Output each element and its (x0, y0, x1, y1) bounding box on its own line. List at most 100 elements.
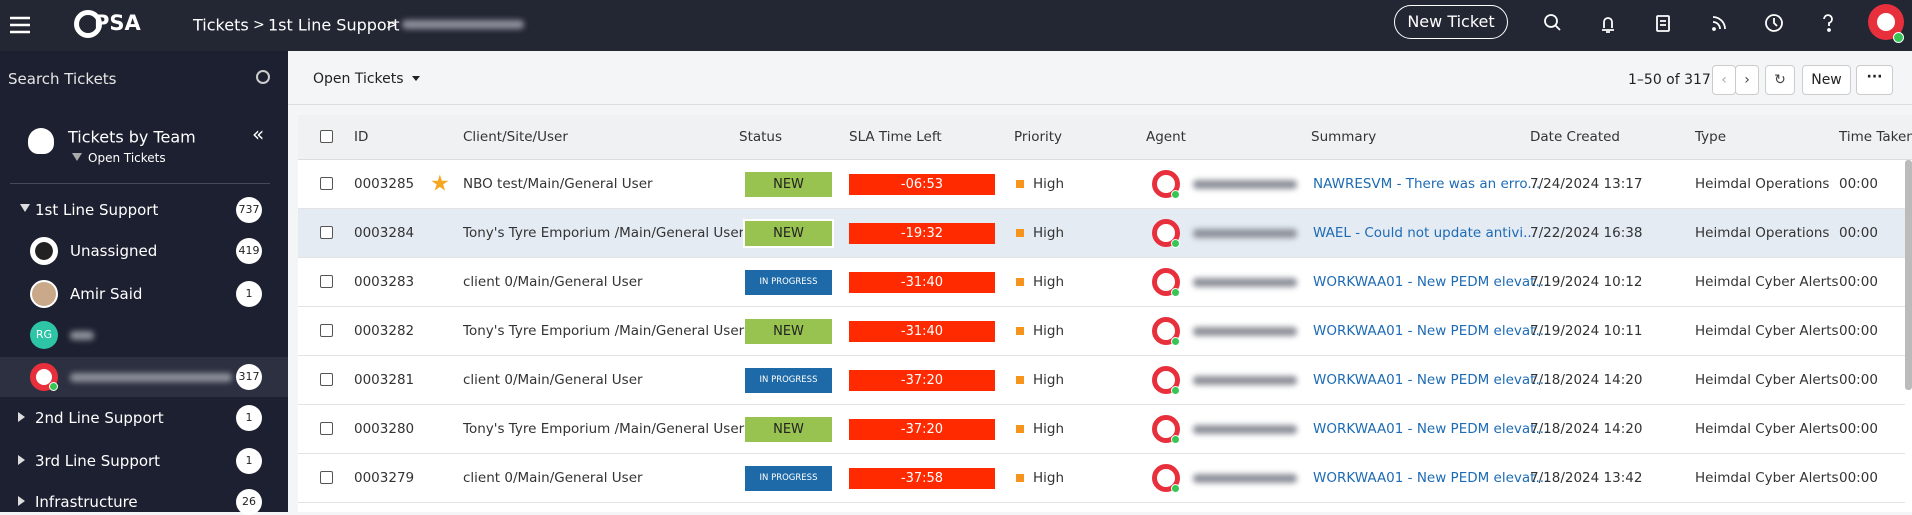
member-name[interactable]: Unassigned (70, 242, 158, 260)
refresh-button[interactable]: ↻ (1765, 65, 1795, 95)
date: 7/22/2024 16:38 (1530, 225, 1643, 241)
expand-arrow[interactable] (18, 455, 25, 465)
menu-icon[interactable] (8, 13, 32, 37)
search-label[interactable]: Search Tickets (8, 70, 117, 88)
client[interactable]: client 0/Main/General User (463, 274, 643, 290)
client[interactable]: client 0/Main/General User (463, 470, 643, 486)
time-taken: 00:00 (1839, 421, 1878, 437)
priority-dot (1016, 180, 1024, 188)
collapse-icon[interactable]: « (252, 122, 265, 146)
agent-avatar (1152, 268, 1180, 296)
client[interactable]: client 0/Main/General User (463, 372, 643, 388)
redacted (1193, 180, 1297, 189)
count-badge: 1 (236, 448, 262, 474)
summary[interactable]: WORKWAA01 - New PEDM elevat... (1313, 372, 1549, 388)
team-name[interactable]: 3rd Line Support (35, 452, 161, 470)
time-taken: 00:00 (1839, 470, 1878, 486)
ticket-id[interactable]: 0003280 (354, 421, 415, 437)
column-header[interactable]: Priority (1014, 129, 1063, 145)
status-badge: IN PROGRESS (745, 466, 832, 491)
row[interactable] (298, 405, 1905, 454)
expand-arrow[interactable] (18, 412, 25, 422)
row[interactable] (298, 307, 1905, 356)
sidebar-filter: Open Tickets (88, 151, 166, 165)
priority-dot (1016, 327, 1024, 335)
row[interactable] (298, 160, 1905, 209)
team-name[interactable]: 2nd Line Support (35, 409, 164, 427)
client[interactable]: Tony's Tyre Emporium /Main/General User (463, 225, 745, 241)
client[interactable]: Tony's Tyre Emporium /Main/General User (463, 421, 745, 437)
column-header[interactable]: Status (739, 129, 783, 145)
column-header[interactable]: Date Created (1530, 129, 1620, 145)
new-ticket-button[interactable]: New Ticket (1394, 5, 1508, 39)
table-header (298, 115, 1912, 160)
sla-badge: -37:58 (849, 468, 995, 489)
summary[interactable]: WORKWAA01 - New PEDM elevat... (1313, 470, 1549, 486)
ticket-id[interactable]: 0003281 (354, 372, 415, 388)
prev-button[interactable]: ‹ (1712, 65, 1736, 95)
column-header[interactable]: Time Taken (1839, 129, 1912, 145)
select-all[interactable] (320, 130, 333, 143)
next-button[interactable]: › (1735, 65, 1759, 95)
star[interactable]: ★ (430, 171, 450, 197)
priority: High (1033, 372, 1065, 388)
ticket-id[interactable]: 0003284 (354, 225, 415, 241)
column-header[interactable]: ID (354, 129, 369, 145)
more-button[interactable]: ··· (1856, 65, 1893, 95)
priority-dot (1016, 278, 1024, 286)
view-select[interactable]: Open Tickets (313, 71, 404, 87)
client[interactable]: Tony's Tyre Emporium /Main/General User (463, 323, 745, 339)
online-dot (49, 382, 58, 391)
member-name[interactable]: Amir Said (70, 285, 143, 303)
summary[interactable]: WORKWAA01 - New PEDM elevat... (1313, 323, 1549, 339)
row[interactable] (298, 258, 1905, 307)
user-avatar[interactable] (1868, 4, 1904, 40)
team-name[interactable]: 1st Line Support (35, 201, 159, 219)
summary[interactable]: NAWRESVM - There was an erro... (1313, 176, 1541, 192)
priority-dot (1016, 474, 1024, 482)
new-button[interactable]: New (1802, 65, 1851, 95)
type: Heimdal Cyber Alerts (1695, 372, 1839, 388)
row[interactable] (298, 356, 1905, 405)
sla-badge: -31:40 (849, 272, 995, 293)
column-header[interactable]: Type (1695, 129, 1727, 145)
sla-badge: -37:20 (849, 370, 995, 391)
row-checkbox[interactable] (320, 275, 333, 288)
row-checkbox[interactable] (320, 226, 333, 239)
breadcrumb[interactable]: Tickets (193, 15, 249, 35)
sla-badge: -19:32 (849, 223, 995, 244)
column-header[interactable]: Agent (1146, 129, 1186, 145)
client[interactable]: NBO test/Main/General User (463, 176, 653, 192)
column-header[interactable]: Client/Site/User (463, 129, 568, 145)
ticket-id[interactable]: 0003285 (354, 176, 415, 192)
row-checkbox[interactable] (320, 324, 333, 337)
redacted (70, 373, 232, 382)
summary[interactable]: WORKWAA01 - New PEDM elevat... (1313, 274, 1549, 290)
column-header[interactable]: SLA Time Left (849, 129, 942, 145)
team-name[interactable]: Infrastructure (35, 493, 138, 511)
ticket-id[interactable]: 0003282 (354, 323, 415, 339)
redacted (70, 331, 94, 340)
ticket-id[interactable]: 0003279 (354, 470, 415, 486)
priority: High (1033, 323, 1065, 339)
row-checkbox[interactable] (320, 471, 333, 484)
dropdown-arrow[interactable] (412, 76, 420, 81)
expand-arrow[interactable] (18, 496, 25, 506)
expand-arrow[interactable] (20, 204, 30, 212)
column-header[interactable]: Summary (1311, 129, 1377, 145)
scrollbar[interactable] (1905, 160, 1912, 390)
search-icon[interactable] (256, 70, 270, 84)
row[interactable] (298, 454, 1905, 503)
row-checkbox[interactable] (320, 177, 333, 190)
breadcrumb[interactable]: 1st Line Support (268, 15, 400, 35)
row-checkbox[interactable] (320, 422, 333, 435)
logo: PSA (94, 11, 141, 35)
type: Heimdal Cyber Alerts (1695, 421, 1839, 437)
sla-badge: -06:53 (849, 174, 995, 195)
ticket-id[interactable]: 0003283 (354, 274, 415, 290)
toolbar (288, 51, 1912, 105)
summary[interactable]: WAEL - Could not update antivi... (1313, 225, 1536, 241)
row[interactable] (298, 209, 1905, 258)
row-checkbox[interactable] (320, 373, 333, 386)
summary[interactable]: WORKWAA01 - New PEDM elevat... (1313, 421, 1549, 437)
